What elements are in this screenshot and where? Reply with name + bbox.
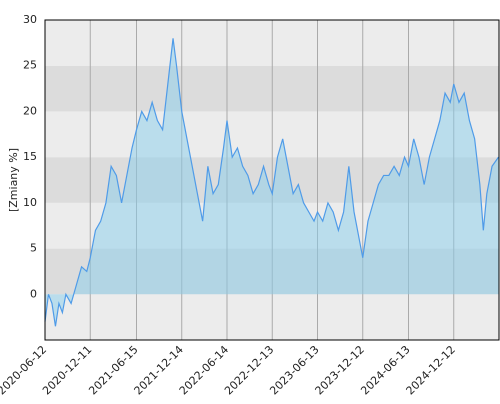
area-fill: [45, 38, 499, 327]
y-tick-label: 15: [23, 150, 37, 163]
y-axis-label: [Zmiany %]: [7, 148, 20, 212]
y-tick-label: 30: [23, 13, 37, 26]
plot-border: [44, 19, 500, 341]
line: [44, 38, 499, 327]
y-tick-label: 10: [23, 196, 37, 209]
y-tick-label: 5: [30, 242, 37, 255]
y-tick-label: 25: [23, 59, 37, 72]
x-tick-label: 2024-12-12: [404, 343, 458, 397]
y-tick-label: 0: [30, 287, 37, 300]
y-tick-label: 20: [23, 104, 37, 117]
